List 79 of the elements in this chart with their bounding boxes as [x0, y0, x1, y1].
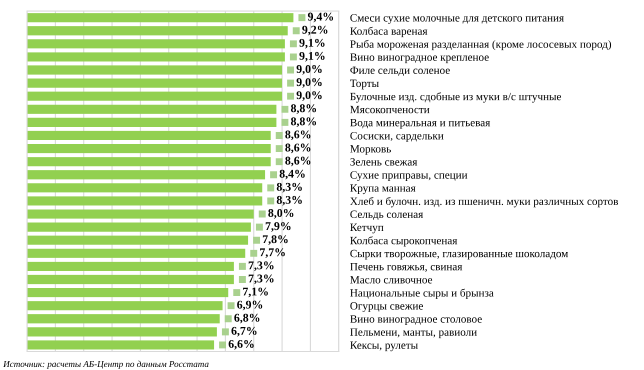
y-tick-label: Зелень свежая — [350, 158, 418, 166]
text: Источник: расчеты АБ-Центр по данным Росстата — [3, 360, 209, 369]
bar — [27, 327, 217, 336]
y-tick-label: Печень говяжья, свиная — [350, 262, 462, 272]
data-label: 9,0% — [296, 91, 322, 101]
bar — [27, 236, 248, 245]
data-label: 9,0% — [296, 78, 322, 88]
data-label: 8,8% — [290, 117, 316, 128]
bar — [27, 92, 282, 101]
data-label: 7,3% — [248, 261, 274, 272]
bar — [27, 209, 254, 219]
y-tick-label: Кетчуп — [350, 224, 384, 234]
bar — [27, 274, 234, 284]
data-label: 9,4% — [308, 12, 334, 22]
y-tick-label: Сухие приправы, специи — [350, 171, 468, 181]
data-label: 8,3% — [276, 196, 302, 206]
bar — [27, 157, 271, 166]
data-label: 6,6% — [228, 340, 254, 350]
y-tick-label: Сырки творожные, глазированные шоколадом — [350, 250, 568, 260]
bar — [27, 170, 266, 180]
data-label: 6,9% — [237, 300, 262, 310]
bar — [27, 130, 271, 140]
data-label: 8,4% — [280, 170, 305, 180]
bar — [27, 196, 262, 206]
y-tick-label: Булочные изд. сдобные из муки в/с штучные — [350, 92, 562, 103]
data-label: 6,8% — [234, 314, 260, 324]
y-tick-label: Мясокопчености — [350, 106, 430, 114]
data-label: 8,6% — [285, 144, 310, 154]
y-tick-label: Сосиски, сардельки — [350, 132, 444, 142]
y-tick-label: Колбаса вареная — [350, 26, 428, 38]
data-label: 8,3% — [276, 182, 302, 193]
y-tick-label: Кексы, рулеты — [350, 342, 418, 352]
data-label: 6,7% — [231, 326, 257, 337]
y-tick-label: Вода минеральная и питьевая — [350, 118, 490, 129]
bar — [27, 340, 214, 350]
data-label: 8,0% — [268, 209, 294, 219]
data-label: 7,7% — [260, 248, 285, 258]
y-tick-label: Вино виноградное столовое — [350, 315, 482, 325]
bar — [27, 39, 285, 48]
data-label: 9,1% — [299, 52, 325, 62]
data-label: 8,8% — [290, 104, 316, 114]
bar — [27, 13, 294, 22]
y-tick-label: Национальные сыры и брынза — [350, 288, 494, 299]
y-tick-label: Смеси сухие молочные для детского питания — [350, 14, 564, 24]
y-tick-label: Торты — [350, 80, 379, 90]
y-tick-label: Хлеб и булочн. изд. из пшеничн. муки различных сортов — [350, 196, 618, 208]
bar — [27, 104, 276, 114]
y-tick-label: Рыба мороженая разделанная (кроме лососевых пород) — [350, 40, 612, 50]
y-tick-label: Пельмени, манты, равиоли — [350, 328, 477, 338]
y-tick-label: Филе сельди соленое — [350, 66, 450, 76]
y-tick-label: Вино виноградное крепленое — [350, 54, 489, 64]
data-label: 9,0% — [296, 65, 322, 75]
y-tick-label: Сельдь соленая — [350, 210, 424, 220]
data-label: 8,6% — [285, 156, 310, 166]
bar — [27, 222, 251, 232]
bar — [27, 262, 234, 271]
bar — [27, 144, 271, 154]
bar — [27, 183, 262, 192]
bar — [27, 65, 282, 75]
bar — [27, 78, 282, 88]
bar — [27, 118, 276, 127]
data-label: 7,8% — [262, 235, 288, 245]
y-tick-label: Крупа манная — [350, 184, 416, 194]
bar — [27, 26, 288, 36]
y-tick-label: Колбаса сырокопченая — [350, 236, 458, 247]
bar — [27, 301, 223, 310]
y-tick-label: Масло сливочное — [350, 276, 432, 284]
data-label: 7,3% — [248, 274, 274, 284]
data-label: 9,2% — [302, 26, 328, 36]
data-label: 7,9% — [266, 222, 291, 232]
bar — [27, 288, 228, 298]
bar — [27, 52, 285, 62]
data-label: 8,6% — [285, 130, 310, 140]
bar — [27, 314, 220, 324]
y-tick-label: Огурцы свежие — [350, 302, 423, 312]
bar — [27, 248, 246, 258]
data-label: 9,1% — [299, 38, 325, 48]
y-tick-label: Морковь — [350, 145, 391, 155]
data-label: 7,1% — [243, 288, 268, 298]
